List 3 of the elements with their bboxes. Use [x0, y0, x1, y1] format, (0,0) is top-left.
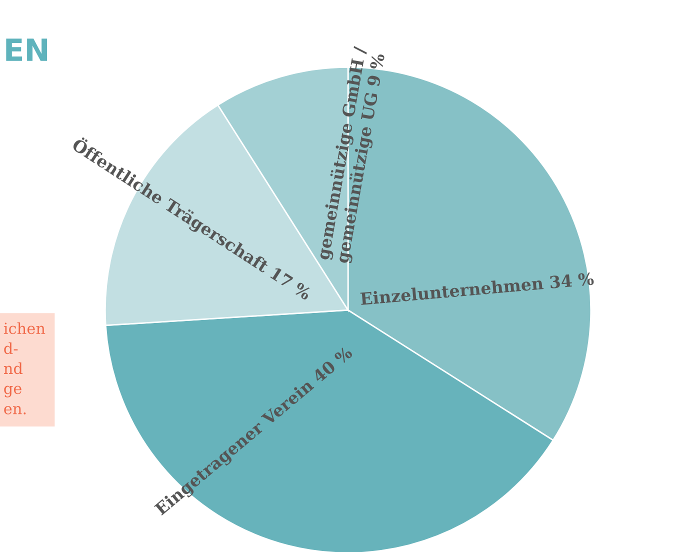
text: ichen d- nd ge en.	[4, 322, 46, 414]
chart-title: EN	[6, 38, 48, 61]
slice-label: Einzelunternehmen 34 %	[360, 272, 594, 306]
